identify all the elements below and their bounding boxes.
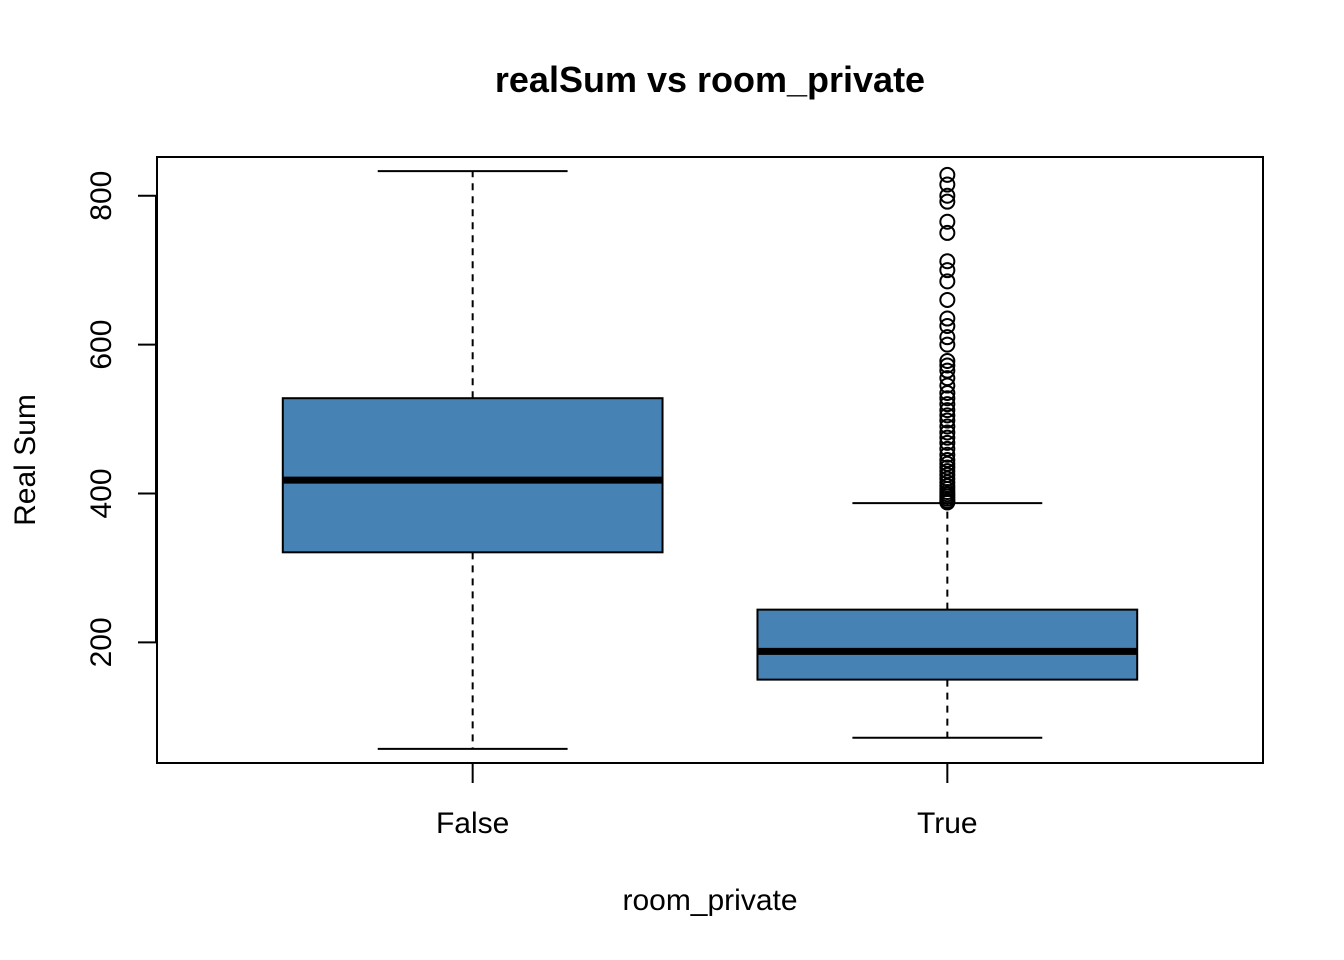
outlier-point [939,429,956,446]
box-true [756,166,1139,739]
y-tick-label: 400 [85,468,118,518]
outlier-point [939,317,956,334]
iqr-box [756,608,1139,681]
y-tick-label: 800 [85,171,118,221]
outlier-point [939,402,956,419]
y-axis-label: Real Sum [9,394,42,526]
outlier-point [939,253,956,270]
boxes [281,166,1139,750]
outlier-point [939,390,956,407]
outlier-point [939,362,956,379]
outlier-point [939,213,956,230]
y-tick-label: 200 [85,617,118,667]
outlier-point [939,336,956,353]
x-tick-label: True [917,807,978,840]
outlier-point [939,357,956,374]
outlier-point [939,187,956,204]
outlier-point [939,396,956,413]
outlier-point [939,262,956,279]
outlier-point [939,176,956,193]
x-tick-label: False [436,807,509,840]
y-tick-label: 600 [85,320,118,370]
outlier-point [939,291,956,308]
outlier-point [939,310,956,327]
outlier-point [939,224,956,241]
x-axis-label: room_private [622,884,797,917]
iqr-box [281,397,664,554]
outlier-point [939,446,956,463]
x-axis: False True [436,763,978,840]
outlier-point [939,407,956,424]
outlier-point [939,418,956,435]
outlier-point [939,440,956,457]
outlier-point [939,424,956,441]
outlier-point [939,452,956,468]
outlier-point [939,412,956,429]
outlier-point [939,434,956,451]
outlier-point [939,166,956,183]
outlier-point [939,273,956,290]
chart-title: realSum vs room_private [495,59,925,100]
outlier-point [939,193,956,210]
outlier-point [939,352,956,369]
y-axis: 200 400 600 800 [85,171,157,667]
box-false [281,170,664,750]
outlier-point [939,329,956,346]
outlier-point [939,370,956,387]
